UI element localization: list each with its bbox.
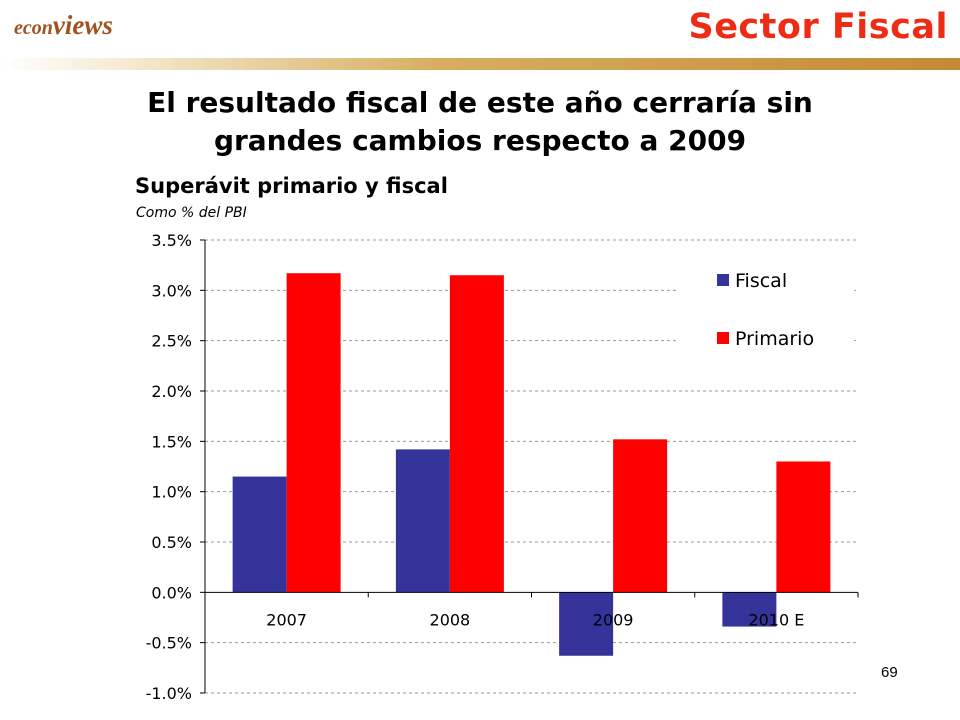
legend-swatch-primario (717, 332, 729, 344)
logo-part-econ: econ (14, 17, 53, 39)
x-category-label: 2010 E (748, 610, 804, 629)
legend-label-primario: Primario (735, 328, 814, 350)
bar-fiscal-2008 (395, 449, 450, 593)
y-tick-label: 1.5% (151, 432, 192, 451)
bar-fiscal-2009 (559, 592, 614, 656)
page-number: 69 (881, 664, 898, 681)
legend-swatch-fiscal (717, 274, 729, 286)
slide-title-line-1: El resultado fiscal de este año cerraría… (147, 86, 813, 119)
y-tick-label: 2.0% (151, 382, 192, 401)
y-tick-label: 2.5% (151, 332, 192, 351)
bar-fiscal-2007 (232, 476, 287, 593)
legend-label-fiscal: Fiscal (735, 270, 787, 292)
legend-box (676, 262, 854, 342)
y-tick-label: 0.0% (151, 583, 192, 602)
y-tick-label: 1.0% (151, 483, 192, 502)
bar-primario-2007 (286, 273, 341, 593)
econviews-logo: econviews (14, 12, 113, 39)
x-category-label: 2009 (593, 610, 634, 629)
y-tick-label: 3.0% (151, 281, 192, 300)
bar-primario-2010-e (776, 461, 831, 593)
y-tick-label: -0.5% (146, 634, 192, 653)
y-tick-label: -1.0% (146, 684, 192, 703)
bar-fiscal-2010-e (722, 592, 777, 627)
y-tick-label: 0.5% (151, 533, 192, 552)
bar-primario-2008 (449, 275, 504, 593)
logo-part-views: views (52, 10, 113, 40)
chart-subtitle: Como % del PBI (136, 205, 247, 221)
header-divider-bar (0, 58, 960, 70)
x-category-label: 2008 (430, 610, 471, 629)
y-tick-label: 3.5% (151, 231, 192, 250)
slide-title: El resultado fiscal de este año cerraría… (60, 84, 900, 160)
chart-title: Superávit primario y fiscal (135, 174, 448, 198)
x-category-label: 2007 (266, 610, 307, 629)
section-title: Sector Fiscal (688, 7, 948, 47)
slide-title-line-2: grandes cambios respecto a 2009 (213, 124, 747, 157)
bar-primario-2009 (613, 439, 668, 593)
